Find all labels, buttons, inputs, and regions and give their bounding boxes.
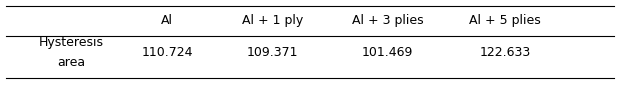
Text: Al + 1 ply: Al + 1 ply (242, 14, 303, 27)
Text: 101.469: 101.469 (362, 46, 413, 59)
Text: 110.724: 110.724 (141, 46, 193, 59)
Text: Al: Al (161, 14, 174, 27)
Text: Al + 5 plies: Al + 5 plies (469, 14, 541, 27)
Text: 109.371: 109.371 (247, 46, 299, 59)
Text: Al + 3 plies: Al + 3 plies (352, 14, 423, 27)
Text: area: area (57, 56, 86, 69)
Text: 122.633: 122.633 (480, 46, 531, 59)
Text: Hysteresis: Hysteresis (39, 36, 104, 49)
